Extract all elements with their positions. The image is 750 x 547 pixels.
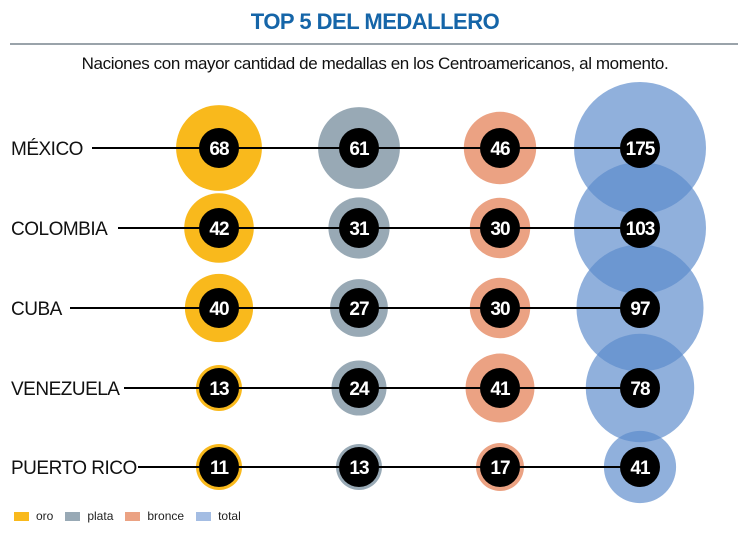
value-label-total: 41 (630, 458, 651, 479)
value-label-plata: 13 (349, 458, 369, 479)
value-marker-bronce (480, 288, 520, 328)
value-label-oro: 13 (209, 379, 229, 400)
value-marker-total (620, 208, 660, 248)
legend-swatch-bronce (125, 511, 141, 521)
value-marker-total (620, 368, 660, 408)
country-label: MÉXICO (11, 139, 83, 160)
legend-swatch-oro (14, 511, 29, 521)
value-label-bronce: 17 (490, 458, 510, 479)
value-label-total: 103 (626, 219, 655, 240)
value-marker-bronce (480, 208, 520, 248)
value-label-bronce: 41 (490, 379, 511, 400)
value-marker-bronce (480, 368, 520, 408)
value-label-plata: 27 (349, 299, 369, 320)
value-marker-bronce (480, 128, 520, 168)
value-marker-oro (199, 368, 239, 408)
value-marker-oro (199, 208, 239, 248)
legend-label-plata: plata (87, 509, 114, 523)
value-marker-total (620, 128, 660, 168)
legend-label-oro: oro (36, 509, 54, 523)
legend-item-bronce: bronce (125, 509, 184, 523)
legend: oro plata bronce total (14, 509, 253, 523)
value-label-total: 97 (630, 299, 650, 320)
value-label-plata: 24 (349, 379, 370, 400)
value-marker-bronce (480, 447, 520, 487)
legend-swatch-total (196, 511, 212, 521)
value-label-plata: 31 (349, 219, 370, 240)
value-label-bronce: 30 (490, 219, 510, 240)
value-label-plata: 61 (349, 139, 370, 160)
value-marker-oro (199, 288, 239, 328)
value-markers-layer: 68 42 40 13 11 61 31 27 24 13 46 30 30 41 17 175 103 97 78… (199, 128, 660, 487)
value-marker-oro (199, 128, 239, 168)
value-label-oro: 11 (210, 458, 230, 479)
legend-item-plata: plata (65, 509, 113, 523)
value-marker-plata (339, 368, 379, 408)
legend-swatch-plata (65, 511, 81, 521)
country-label: COLOMBIA (11, 219, 108, 240)
legend-label-total: total (218, 509, 241, 523)
value-marker-total (620, 447, 660, 487)
value-marker-oro (199, 447, 239, 487)
value-label-bronce: 46 (490, 139, 510, 160)
country-label: PUERTO RICO (11, 458, 137, 479)
country-label: VENEZUELA (11, 379, 120, 400)
value-label-total: 175 (626, 139, 656, 160)
legend-item-oro: oro (14, 509, 53, 523)
value-label-oro: 42 (209, 219, 229, 240)
chart-title: TOP 5 DEL MEDALLERO (250, 9, 500, 34)
value-marker-total (620, 288, 660, 328)
value-label-oro: 40 (209, 299, 229, 320)
value-label-bronce: 30 (490, 299, 510, 320)
connector-lines-layer: MÉXICO COLOMBIA CUBA VENEZUELA PUERTO RICO (11, 139, 640, 479)
chart-subtitle: Naciones con mayor cantidad de medallas … (81, 54, 669, 73)
country-label: CUBA (11, 299, 63, 320)
legend-item-total: total (196, 509, 241, 523)
value-marker-plata (339, 128, 379, 168)
value-label-oro: 68 (209, 139, 229, 160)
value-marker-plata (339, 208, 379, 248)
value-marker-plata (339, 288, 379, 328)
legend-label-bronce: bronce (147, 509, 185, 523)
value-label-total: 78 (630, 379, 650, 400)
value-marker-plata (339, 447, 379, 487)
title-divider (10, 43, 738, 45)
